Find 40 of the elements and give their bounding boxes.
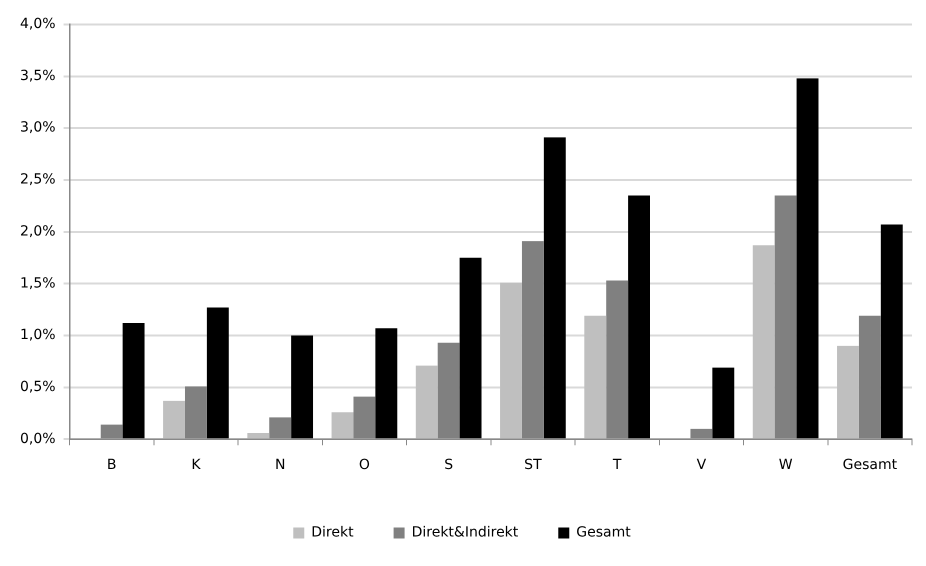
bar [247, 432, 270, 438]
bar [796, 78, 818, 438]
bar [460, 258, 482, 438]
bar [291, 336, 314, 438]
bar [837, 346, 859, 438]
legend-label: Direkt&Indirekt [412, 524, 519, 541]
bar [712, 368, 734, 438]
y-tick-label: 2,0% [20, 223, 56, 240]
bar [544, 137, 566, 438]
y-tick-label: 1,5% [20, 275, 56, 292]
x-tick-label: ST [524, 457, 542, 474]
y-tick-label: 3,0% [20, 120, 56, 136]
bar [584, 316, 606, 438]
x-tick-label: O [358, 457, 370, 474]
legend-label: Direkt [311, 524, 354, 541]
legend-label: Gesamt [576, 524, 632, 541]
bar [416, 366, 438, 438]
y-tick-label: 2,5% [20, 172, 56, 188]
bar [752, 245, 775, 438]
bar [332, 412, 354, 438]
bar [880, 224, 903, 438]
y-tick-label: 0,0% [20, 430, 56, 447]
bar [163, 400, 185, 438]
y-tick-label: 1,0% [20, 327, 56, 344]
x-tick-label: T [612, 457, 622, 474]
x-tick-label: W [778, 457, 793, 474]
bar [375, 328, 398, 438]
bar [206, 308, 229, 438]
y-tick-label: 4,0% [20, 16, 56, 32]
x-tick-label: B [106, 457, 116, 474]
x-tick-label: S [444, 457, 454, 474]
bar [500, 282, 522, 438]
x-tick-label: K [191, 457, 202, 474]
bar [628, 196, 650, 438]
y-tick-label: 3,5% [20, 68, 56, 84]
x-tick-label: Gesamt [842, 457, 898, 474]
y-tick-label: 0,5% [20, 378, 56, 395]
x-tick-label: N [274, 457, 286, 474]
x-tick-label: V [696, 457, 707, 474]
bar [122, 323, 145, 438]
